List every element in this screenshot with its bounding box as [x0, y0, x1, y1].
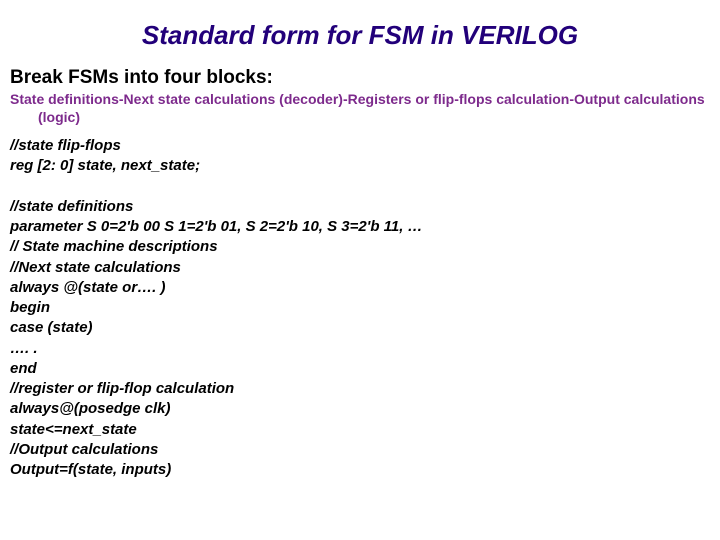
slide-title: Standard form for FSM in VERILOG [10, 20, 710, 51]
code-body: //state flip-flops reg [2: 0] state, nex… [10, 136, 710, 480]
slide-subtitle: Break FSMs into four blocks: [10, 67, 710, 89]
four-blocks-text: State definitions-Next state calculation… [38, 91, 710, 126]
slide: Standard form for FSM in VERILOG Break F… [0, 0, 720, 540]
purple-block: State definitions-Next state calculation… [10, 91, 710, 126]
